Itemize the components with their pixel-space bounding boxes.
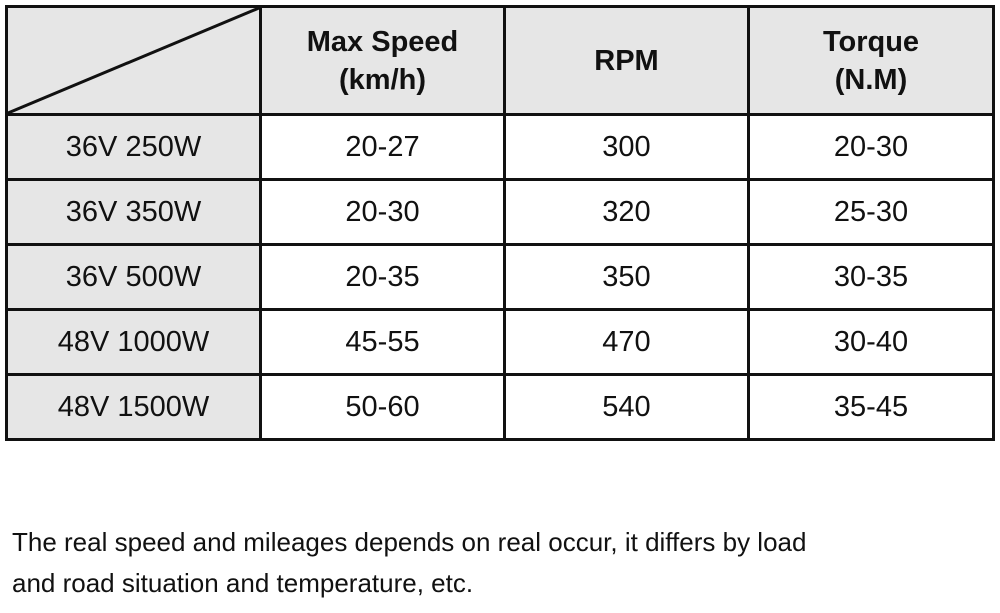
table-row: 48V 1500W 50-60 540 35-45: [5, 373, 995, 441]
header-torque: Torque (N.M): [747, 5, 995, 116]
torque-cell: 30-35: [747, 243, 995, 311]
torque-cell: 20-30: [747, 113, 995, 181]
max-speed-cell: 50-60: [259, 373, 506, 441]
row-label: 36V 500W: [5, 243, 262, 311]
table-row: 36V 350W 20-30 320 25-30: [5, 178, 995, 246]
torque-cell: 25-30: [747, 178, 995, 246]
row-label: 36V 250W: [5, 113, 262, 181]
rpm-cell: 300: [503, 113, 750, 181]
diagonal-line-icon: [8, 8, 259, 113]
row-label: 36V 350W: [5, 178, 262, 246]
motor-spec-table: Max Speed (km/h) RPM Torque (N.M) 36V 250W…: [5, 5, 995, 441]
rpm-cell: 350: [503, 243, 750, 311]
max-speed-cell: 20-30: [259, 178, 506, 246]
rpm-cell: 470: [503, 308, 750, 376]
note-line-1: The real speed and mileages depends on r…: [12, 527, 807, 557]
corner-cell: [5, 5, 262, 116]
header-max-speed: Max Speed (km/h): [259, 5, 506, 116]
torque-cell: 30-40: [747, 308, 995, 376]
row-label: 48V 1000W: [5, 308, 262, 376]
note-line-2: and road situation and temperature, etc.: [12, 568, 474, 598]
max-speed-cell: 20-35: [259, 243, 506, 311]
max-speed-cell: 20-27: [259, 113, 506, 181]
row-label: 48V 1500W: [5, 373, 262, 441]
header-rpm: RPM: [503, 5, 750, 116]
max-speed-cell: 45-55: [259, 308, 506, 376]
disclaimer-note: The real speed and mileages depends on r…: [12, 522, 992, 604]
table-row: 48V 1000W 45-55 470 30-40: [5, 308, 995, 376]
torque-cell: 35-45: [747, 373, 995, 441]
table-row: 36V 500W 20-35 350 30-35: [5, 243, 995, 311]
table-row: 36V 250W 20-27 300 20-30: [5, 113, 995, 181]
rpm-cell: 540: [503, 373, 750, 441]
rpm-cell: 320: [503, 178, 750, 246]
header-row: Max Speed (km/h) RPM Torque (N.M): [5, 5, 995, 116]
